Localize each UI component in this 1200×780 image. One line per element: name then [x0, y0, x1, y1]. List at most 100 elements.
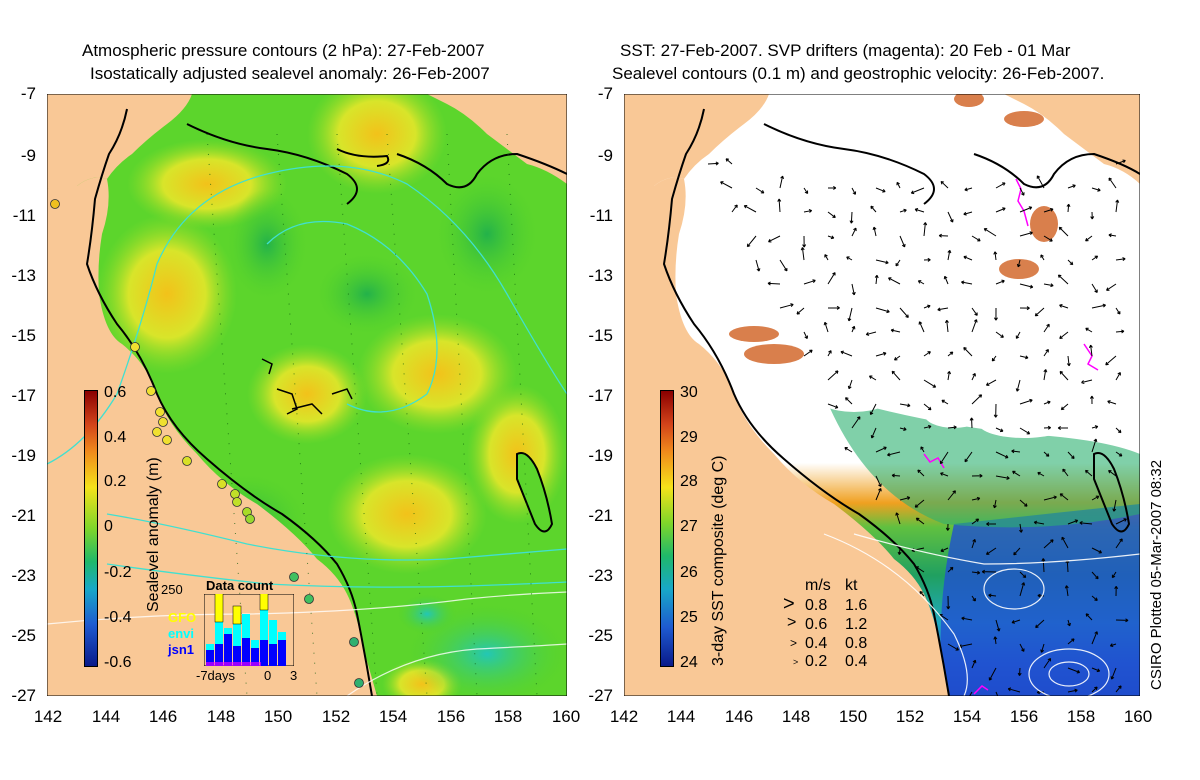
velocity-vector	[1013, 547, 1021, 556]
velocity-vector	[827, 350, 832, 357]
velocity-vector	[1019, 643, 1025, 652]
velocity-vector	[1043, 369, 1048, 381]
velocity-vector	[1089, 395, 1094, 405]
velocity-vector	[1060, 403, 1069, 411]
velocity-vector	[915, 566, 925, 573]
velocity-vector	[923, 351, 931, 357]
data-count-chart	[204, 594, 294, 666]
velocity-vector	[964, 451, 973, 463]
velocity-vector	[1043, 235, 1053, 242]
y-tick: -7	[597, 84, 613, 103]
data-count-xlabel-end: 3	[290, 668, 298, 683]
velocity-vector	[910, 187, 925, 195]
velocity-vector	[923, 379, 937, 388]
velocity-vector	[725, 158, 733, 165]
velocity-vector	[971, 235, 981, 242]
velocity-vector	[802, 235, 807, 248]
velocity-vector	[803, 279, 816, 285]
velocity-vector	[1043, 400, 1051, 405]
velocity-vector	[938, 233, 949, 238]
velocity-vector	[943, 275, 949, 285]
velocity-vector	[1043, 539, 1054, 549]
velocity-kt: 1.6	[845, 597, 868, 614]
velocity-vector	[988, 593, 997, 598]
velocity-vector	[1111, 571, 1117, 579]
velocity-vector	[767, 281, 781, 286]
velocity-vector	[827, 370, 839, 381]
velocity-vector	[845, 397, 853, 405]
y-tick: -19	[11, 446, 36, 465]
velocity-vector	[851, 416, 861, 429]
sst-colorbar	[660, 390, 674, 667]
velocity-vector	[946, 595, 951, 610]
y-tick: -11	[589, 206, 613, 225]
velocity-vector	[899, 496, 911, 501]
velocity-vector	[803, 349, 813, 357]
velocity-vector	[920, 446, 925, 453]
y-tick: -21	[11, 506, 36, 525]
velocity-vector	[995, 619, 1001, 632]
x-tick: 146	[148, 707, 178, 726]
velocity-vector	[1043, 207, 1054, 213]
y-tick: -19	[588, 446, 613, 465]
velocity-vector	[868, 375, 877, 381]
velocity-vector	[707, 161, 719, 166]
velocity-vector	[981, 569, 997, 574]
velocity-vector	[1019, 283, 1034, 289]
velocity-vector	[874, 274, 879, 285]
velocity-vector	[891, 473, 901, 478]
y-tick: -15	[11, 326, 36, 345]
x-tick: 142	[609, 707, 639, 726]
velocity-vector	[1019, 427, 1031, 435]
velocity-vector	[961, 280, 973, 285]
velocity-vector	[969, 691, 973, 696]
velocity-vector	[875, 488, 882, 501]
x-tick: 148	[781, 707, 811, 726]
legend-jsn1: jsn1	[168, 642, 195, 657]
y-tick: -25	[11, 626, 36, 645]
velocity-vector	[945, 523, 950, 531]
velocity-vector	[995, 207, 1006, 213]
velocity-vector	[779, 259, 788, 272]
velocity-vector	[890, 328, 901, 333]
velocity-vector	[1064, 585, 1069, 597]
new-caledonia	[516, 452, 554, 533]
velocity-vector	[1105, 355, 1117, 366]
cb-tick: 25	[680, 609, 698, 626]
velocity-vector	[1091, 255, 1099, 261]
velocity-vector	[971, 539, 977, 549]
velocity-vector	[1088, 344, 1093, 357]
velocity-vector	[847, 307, 853, 322]
cb-tick: 27	[680, 518, 698, 535]
velocity-arrow-icon: >	[787, 614, 797, 631]
velocity-vector	[914, 499, 925, 508]
velocity-vector	[1059, 331, 1069, 340]
cb-tick: 29	[680, 429, 698, 446]
y-tick: -11	[12, 206, 36, 225]
velocity-vector	[971, 595, 976, 602]
velocity-vector	[891, 370, 901, 381]
velocity-vector	[1085, 327, 1093, 333]
velocity-vector	[993, 403, 998, 418]
velocity-vector	[1011, 449, 1021, 454]
data-count-xlabel-zero: 0	[264, 668, 272, 683]
velocity-vector	[875, 446, 887, 453]
velocity-vector	[800, 247, 805, 261]
right-map	[624, 94, 1140, 696]
velocity-vector	[803, 209, 813, 213]
velocity-arrow-icon: >	[793, 657, 799, 667]
velocity-vector	[1067, 638, 1075, 645]
velocity-vector	[971, 473, 983, 478]
velocity-vector	[983, 228, 997, 237]
velocity-vector	[827, 272, 836, 285]
velocity-vector	[851, 325, 856, 333]
velocity-vector	[1067, 451, 1075, 460]
velocity-vector	[1019, 306, 1030, 311]
velocity-vector	[1019, 499, 1028, 507]
y-tick: -23	[588, 566, 613, 585]
velocity-vector	[917, 469, 925, 477]
velocity-vector	[947, 351, 954, 357]
velocity-vector	[1091, 495, 1100, 501]
x-tick: 154	[378, 707, 408, 726]
velocity-vector	[947, 566, 954, 573]
